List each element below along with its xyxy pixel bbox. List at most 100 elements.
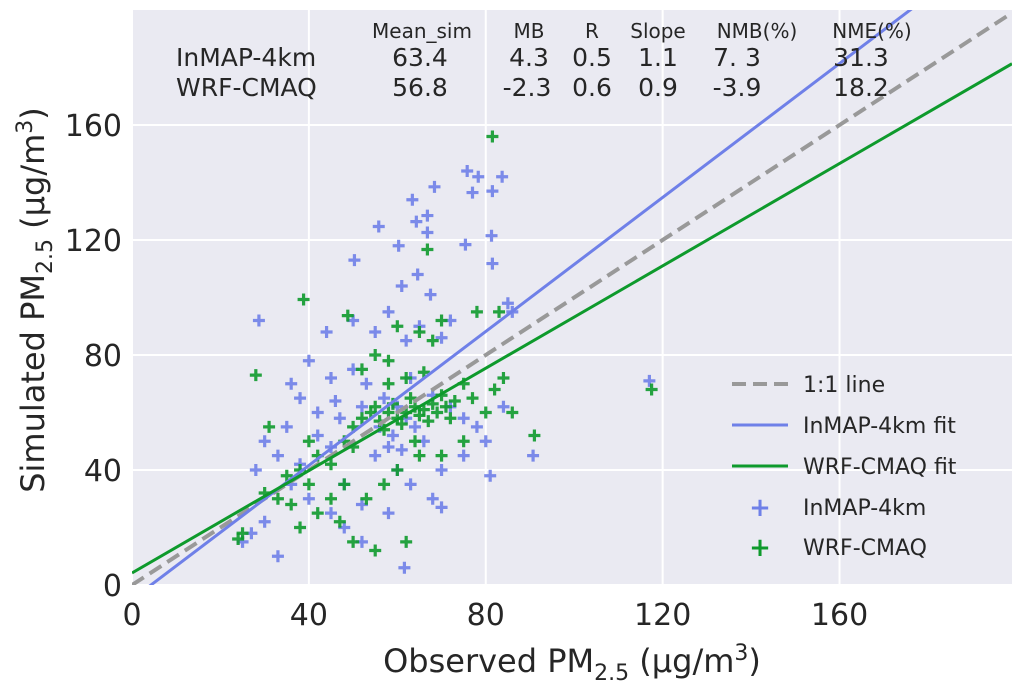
wrf-cmaq-point (439, 400, 452, 413)
stats-header-nme: NME(%) (832, 19, 911, 43)
inmap-point (435, 331, 448, 344)
wrf-cmaq-point (324, 458, 337, 471)
scatter-points (232, 130, 658, 574)
stats-header-slope: Slope (630, 19, 686, 43)
inmap-point (271, 449, 284, 462)
inmap-point (466, 186, 479, 199)
y-tick-label: 0 (103, 569, 122, 604)
wrf-cmaq-point (426, 334, 439, 347)
wrf-cmaq-point (391, 320, 404, 333)
inmap-point (406, 193, 419, 206)
inmap-point (421, 209, 434, 222)
inmap-point (395, 280, 408, 292)
stats-row-label: WRF-CMAQ (176, 73, 317, 102)
stats-cell: -2.3 (503, 73, 552, 102)
wrf-cmaq-point (324, 492, 337, 505)
inmap-point (382, 441, 395, 453)
wrf-cmaq-point (395, 418, 408, 430)
inmap-point (302, 492, 315, 505)
wrf-cmaq-point (435, 314, 448, 327)
wrf-cmaq-point (488, 383, 501, 396)
tick-labels: 0 40 80 120 160 0 40 80 120 160 (65, 109, 868, 633)
inmap-point (435, 464, 448, 476)
inmap-point (294, 392, 307, 405)
inmap-point (320, 326, 333, 338)
legend-label-wrf-fit: WRF-CMAQ fit (803, 455, 957, 480)
wrf-cmaq-point (479, 406, 492, 419)
inmap-point (496, 170, 509, 183)
wrf-cmaq-point (493, 305, 506, 318)
wrf-cmaq-point (470, 305, 483, 318)
legend: 1:1 line InMAP-4km fit WRF-CMAQ fit + In… (732, 373, 957, 563)
wrf-cmaq-point (444, 412, 457, 425)
wrf-cmaq-point (333, 515, 346, 528)
inmap-point (258, 435, 271, 448)
inmap-point (479, 435, 492, 448)
inmap-point (285, 377, 298, 390)
wrf-cmaq-point (421, 243, 434, 256)
inmap-point (333, 412, 346, 425)
grid (131, 10, 1012, 586)
legend-label-1to1: 1:1 line (803, 373, 885, 398)
legend-marker-inmap: + (749, 493, 771, 523)
wrf-cmaq-point (422, 415, 435, 428)
inmap-point (485, 229, 498, 242)
inmap-point (400, 334, 413, 347)
stats-cell: 1.1 (638, 43, 678, 72)
inmap-point (428, 180, 441, 193)
x-tick-label: 80 (467, 598, 505, 633)
inmap-point (435, 501, 448, 514)
wrf-cmaq-point (249, 369, 262, 382)
inmap-point (457, 449, 470, 462)
stats-cell: 7. 3 (713, 43, 761, 72)
wrf-cmaq-point (431, 406, 444, 419)
wrf-cmaq-point (382, 354, 395, 367)
y-tick-label: 80 (84, 339, 122, 374)
wrf-cmaq-point (355, 412, 368, 425)
wrf-cmaq-point (302, 478, 315, 491)
inmap-point (501, 297, 514, 310)
wrf-cmaq-point (341, 309, 354, 322)
wrf-cmaq-point (236, 527, 249, 540)
stats-header-nmb: NMB(%) (717, 19, 798, 43)
wrf-cmaq-point (497, 372, 510, 384)
inmap-point (369, 449, 382, 462)
inmap-point (311, 406, 324, 419)
wrf-cmaq-point (338, 478, 351, 491)
inmap-point (410, 215, 423, 228)
wrf-cmaq-point (448, 395, 461, 407)
wrf-cmaq-point (360, 492, 373, 505)
wrf-cmaq-fit-line (132, 62, 1012, 575)
inmap-point (527, 449, 540, 462)
wrf-cmaq-point (391, 464, 404, 476)
inmap-point (404, 478, 417, 491)
stats-cell: 18.2 (833, 73, 889, 102)
inmap-point (643, 374, 656, 387)
wrf-cmaq-point (417, 366, 430, 379)
inmap-point (398, 561, 411, 574)
inmap-point (252, 314, 265, 327)
inmap-point (258, 515, 271, 528)
wrf-cmaq-point (302, 435, 315, 448)
stats-table: Mean_sim MB R Slope NMB(%) NME(%) InMAP-… (176, 19, 912, 102)
wrf-cmaq-point (271, 492, 284, 505)
inmap-point (411, 268, 424, 281)
inmap-point (486, 185, 499, 198)
wrf-cmaq-point (285, 498, 298, 511)
inmap-point (311, 429, 324, 442)
inmap-point (470, 420, 483, 433)
y-axis-label: Simulated PM2.5 (µg/m3) (13, 107, 58, 493)
inmap-point (369, 326, 382, 338)
inmap-point (461, 165, 474, 177)
inmap-point (382, 507, 395, 520)
stats-cell: 63.4 (392, 43, 448, 72)
inmap-point (249, 464, 262, 476)
wrf-cmaq-point (378, 478, 391, 491)
wrf-cmaq-point (400, 535, 413, 548)
stats-cell: 56.8 (392, 73, 448, 102)
x-tick-label: 160 (811, 598, 868, 633)
stats-header-mb: MB (514, 19, 545, 43)
y-tick-label: 40 (84, 454, 122, 489)
stats-cell: 4.3 (509, 43, 549, 72)
inmap-point (302, 354, 315, 367)
